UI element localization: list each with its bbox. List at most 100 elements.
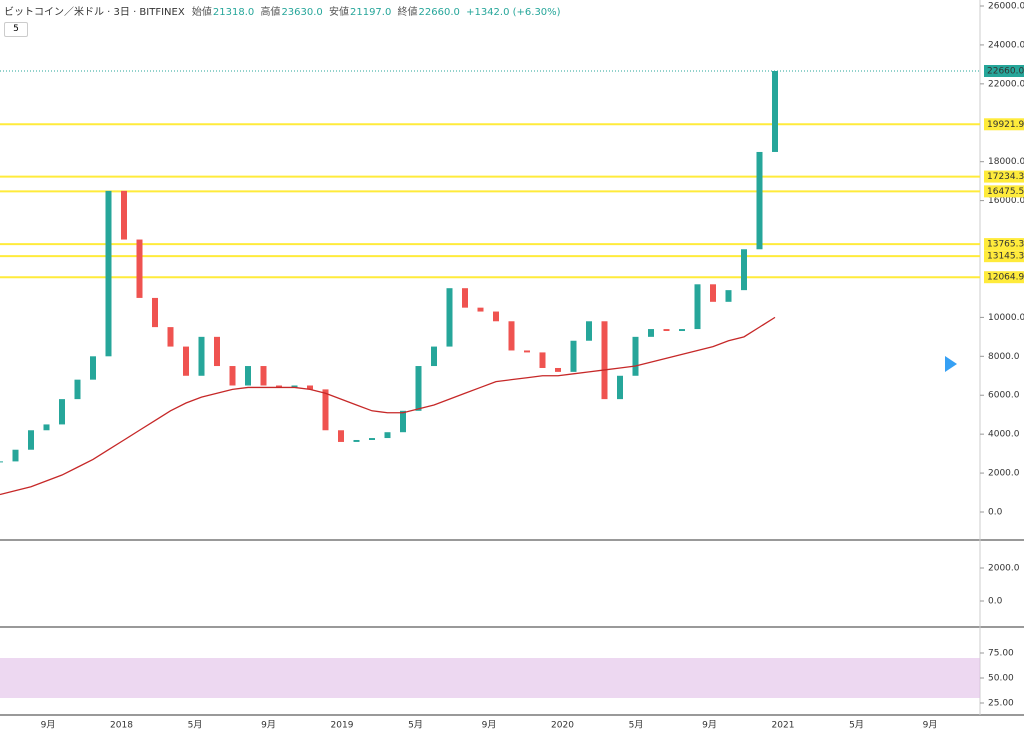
interval-button[interactable]: 5 bbox=[4, 22, 28, 37]
candle bbox=[369, 438, 375, 440]
candle bbox=[586, 321, 592, 341]
last-price-label: 22660.0 bbox=[987, 67, 1024, 77]
y-tick-label: 8000.0 bbox=[988, 352, 1020, 362]
level-label: 13765.3 bbox=[987, 240, 1024, 250]
candle bbox=[710, 284, 716, 302]
value: 21318.0 bbox=[212, 7, 255, 18]
candle bbox=[353, 439, 360, 442]
x-tick-label: 5月 bbox=[408, 720, 423, 731]
y-tick-label: 6000.0 bbox=[988, 391, 1020, 401]
x-tick-label: 2021 bbox=[772, 721, 795, 731]
candle bbox=[12, 449, 19, 462]
value: 23630.0 bbox=[281, 7, 323, 18]
label: 安値 bbox=[328, 7, 349, 18]
candle bbox=[198, 336, 205, 376]
level-tag bbox=[984, 185, 1024, 198]
candle bbox=[632, 336, 639, 376]
level-tag bbox=[984, 271, 1024, 284]
candle bbox=[725, 290, 732, 302]
candle bbox=[59, 399, 65, 425]
rsi-tick-label: 75.00 bbox=[988, 649, 1014, 659]
x-tick-label: 9月 bbox=[482, 720, 497, 731]
x-tick-label: 2018 bbox=[110, 721, 133, 731]
candle bbox=[291, 385, 298, 388]
candle bbox=[539, 352, 546, 368]
level-tag bbox=[984, 118, 1024, 131]
candle bbox=[570, 340, 577, 372]
candle bbox=[663, 329, 670, 332]
y-tick-label: 16000.0 bbox=[988, 196, 1024, 206]
x-tick-label: 5月 bbox=[629, 720, 644, 731]
candle bbox=[229, 366, 236, 386]
level-tag bbox=[984, 238, 1024, 251]
ma-line bbox=[0, 316, 776, 496]
candle bbox=[493, 311, 499, 322]
candle bbox=[28, 430, 34, 450]
y-tick-label: 10000.0 bbox=[988, 313, 1024, 323]
change: +1342.0 (+6.30%) bbox=[466, 7, 561, 18]
x-tick-label: 9月 bbox=[261, 720, 276, 731]
y-tick-label: 26000.0 bbox=[988, 2, 1024, 12]
label: 終値 bbox=[397, 7, 418, 18]
candle bbox=[121, 190, 127, 240]
macd-tick-label: 2000.0 bbox=[988, 564, 1020, 574]
y-tick-label: 4000.0 bbox=[988, 430, 1020, 440]
last-price-tag bbox=[984, 65, 1024, 78]
candle bbox=[772, 71, 778, 152]
level-label: 17234.3 bbox=[987, 172, 1024, 182]
candle bbox=[508, 321, 515, 351]
x-tick-label: 9月 bbox=[41, 720, 56, 731]
candle bbox=[90, 356, 96, 380]
label: 高値 bbox=[260, 7, 281, 18]
rsi-tick-label: 50.00 bbox=[988, 674, 1014, 684]
y-tick-label: 24000.0 bbox=[988, 40, 1024, 50]
candle bbox=[400, 410, 406, 433]
candle bbox=[555, 367, 561, 372]
x-tick-label: 5月 bbox=[849, 720, 864, 731]
candle bbox=[260, 366, 267, 386]
candle bbox=[136, 239, 143, 298]
candle bbox=[167, 327, 174, 347]
level-label: 12064.9 bbox=[987, 273, 1024, 283]
y-tick-label: 0.0 bbox=[988, 508, 1003, 518]
candle bbox=[43, 424, 50, 431]
level-tag bbox=[984, 170, 1024, 183]
candle bbox=[152, 297, 158, 328]
play-button[interactable] bbox=[930, 345, 968, 383]
candle bbox=[307, 385, 313, 390]
macd-tick-label: 0.0 bbox=[988, 597, 1003, 607]
level-label: 13145.3 bbox=[987, 252, 1024, 262]
x-tick-label: 9月 bbox=[923, 720, 938, 731]
level-label: 19921.9 bbox=[987, 120, 1024, 130]
candle bbox=[477, 307, 484, 312]
candle bbox=[756, 151, 763, 250]
candle bbox=[214, 336, 220, 367]
symbol: ビットコイン／米ドル · 3日 · BITFINEX bbox=[4, 7, 185, 18]
y-tick-label: 2000.0 bbox=[988, 469, 1020, 479]
candle bbox=[741, 249, 747, 291]
candle bbox=[617, 375, 623, 400]
rsi-tick-label: 25.00 bbox=[988, 699, 1014, 709]
candle bbox=[694, 284, 701, 330]
level-label: 16475.5 bbox=[987, 187, 1024, 197]
candle bbox=[415, 366, 422, 411]
label: 始値 bbox=[191, 7, 212, 18]
candle bbox=[446, 288, 453, 347]
x-tick-label: 9月 bbox=[702, 720, 717, 731]
x-tick-label: 2019 bbox=[331, 721, 354, 731]
candle bbox=[679, 329, 685, 332]
candle bbox=[74, 379, 81, 400]
candle bbox=[462, 288, 468, 308]
header: ビットコイン／米ドル · 3日 · BITFINEX 始値21318.0 高値2… bbox=[4, 3, 564, 18]
candle bbox=[431, 346, 437, 367]
candle bbox=[338, 430, 344, 442]
candle bbox=[322, 389, 329, 431]
x-tick-label: 5月 bbox=[188, 720, 203, 731]
candle bbox=[276, 385, 282, 388]
candle bbox=[601, 321, 608, 400]
rsi-band bbox=[0, 658, 980, 698]
candle bbox=[0, 461, 3, 463]
level-tag bbox=[984, 250, 1024, 263]
